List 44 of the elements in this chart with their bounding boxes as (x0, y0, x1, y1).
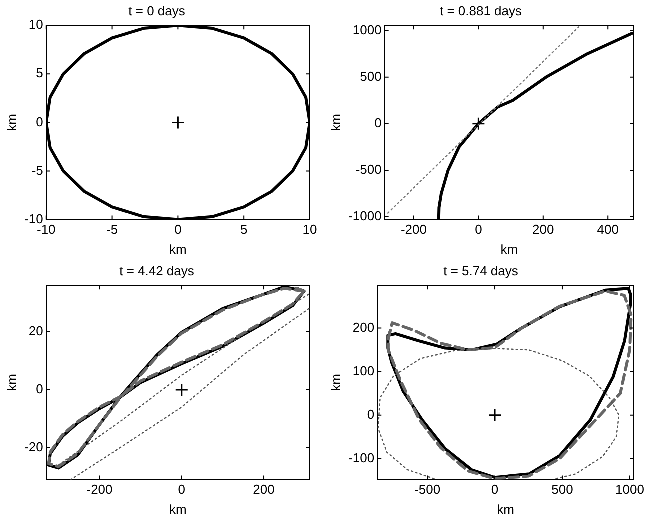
chart-title: t = 5.74 days (444, 263, 519, 278)
y-tick-label: 0 (36, 382, 44, 397)
x-tick-label: -200 (86, 482, 113, 498)
y-axis-title: km (4, 114, 20, 132)
y-tick-label: 500 (360, 68, 382, 84)
y-tick-label: -500 (356, 162, 382, 178)
x-axis-title: km (170, 242, 187, 257)
y-tick-label: -1000 (348, 208, 382, 224)
y-tick-label: 20 (28, 324, 44, 339)
y-tick-label: -5 (32, 162, 44, 178)
x-tick-label: 0 (174, 222, 182, 238)
x-tick-label: 5 (240, 222, 248, 238)
y-tick-label: -10 (24, 211, 44, 226)
x-tick-label: 0 (475, 222, 482, 238)
y-tick-label: 0 (374, 115, 382, 130)
x-tick-label: 500 (552, 482, 574, 498)
y-tick-label: 10 (28, 17, 44, 32)
y-axis-title: km (328, 374, 344, 392)
y-tick-label: 0 (36, 114, 44, 130)
chart-title: t = 0.881 days (440, 3, 523, 18)
x-tick-label: 200 (253, 482, 275, 498)
y-tick-label: -100 (348, 450, 375, 466)
y-axis-title: km (328, 114, 344, 132)
x-tick-label: 0 (491, 482, 499, 498)
x-axis-title: km (170, 502, 187, 517)
x-tick-label: -500 (414, 482, 441, 498)
x-tick-label: -200 (400, 222, 427, 238)
y-tick-label: 0 (367, 406, 375, 422)
x-tick-label: 200 (532, 222, 554, 238)
chart-title: t = 4.42 days (120, 263, 195, 278)
chart-title: t = 0 days (128, 3, 186, 18)
y-tick-label: -20 (24, 439, 44, 454)
y-tick-label: 5 (36, 66, 44, 81)
y-tick-label: 1000 (352, 22, 382, 38)
y-axis-title: km (4, 374, 20, 392)
x-axis-title: km (497, 502, 514, 517)
x-tick-label: 400 (597, 222, 619, 238)
x-tick-label: 10 (302, 222, 318, 238)
y-tick-label: 100 (352, 363, 375, 378)
x-axis-title: km (500, 242, 518, 257)
y-tick-label: 200 (352, 320, 375, 335)
x-tick-label: -5 (106, 222, 118, 238)
x-tick-label: 0 (178, 482, 186, 498)
x-tick-label: 1000 (615, 482, 644, 498)
